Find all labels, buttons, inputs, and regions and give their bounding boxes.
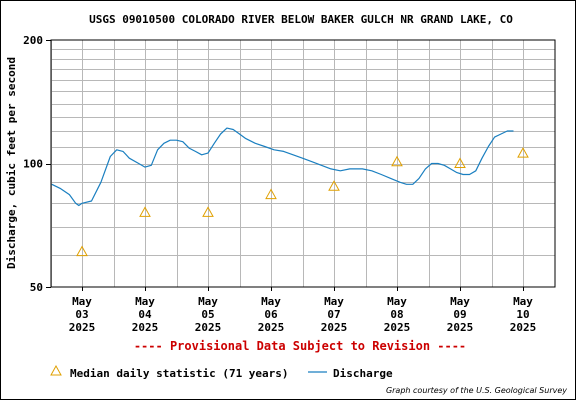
x-tick-day: 05 [201,308,214,321]
median-triangle-marker [139,206,151,217]
x-tick-month: May [198,295,218,308]
x-tick-month: May [387,295,407,308]
median-triangle-marker [76,245,88,257]
credit-text: Graph courtesy of the U.S. Geological Su… [386,386,567,395]
x-tick-year: 2025 [132,321,159,334]
x-tick-month: May [135,295,155,308]
x-tick-year: 2025 [321,321,348,334]
plot-border [50,39,556,288]
discharge-series [51,127,514,207]
x-tick-year: 2025 [69,321,96,334]
grid-lines [51,40,555,287]
y-tick-labels: 50 100 200 [23,34,51,294]
median-triangle-marker [517,147,529,158]
x-tick-month: May [324,295,344,308]
x-tick-month: May [513,295,533,308]
x-tick-labels: May032025May042025May052025May062025May0… [69,287,537,334]
median-markers [76,147,529,257]
x-tick-year: 2025 [447,321,474,334]
median-triangle-marker [328,180,340,191]
discharge-line [51,127,514,207]
y-tick-label: 100 [23,158,43,171]
x-tick-day: 03 [75,308,88,321]
x-tick-day: 07 [327,308,340,321]
x-tick-day: 06 [264,308,278,321]
x-tick-month: May [72,295,92,308]
x-tick-day: 10 [516,308,529,321]
x-tick-day: 04 [138,308,152,321]
x-tick-year: 2025 [510,321,537,334]
x-tick-day: 09 [453,308,466,321]
x-tick-year: 2025 [384,321,411,334]
provisional-note: ---- Provisional Data Subject to Revisio… [134,339,466,353]
chart-title: USGS 09010500 COLORADO RIVER BELOW BAKER… [89,13,513,26]
x-tick-month: May [450,295,470,308]
median-triangle-marker [265,188,277,200]
median-triangle-marker [454,157,466,168]
y-axis-label: Discharge, cubic feet per second [5,57,18,269]
y-tick-label: 200 [23,34,43,47]
legend-median-marker [50,364,62,376]
median-triangle-marker [391,155,403,167]
y-tick-label: 50 [30,281,43,294]
median-triangle-marker [202,206,214,217]
x-tick-month: May [261,295,281,308]
x-tick-year: 2025 [258,321,285,334]
x-tick-day: 08 [390,308,403,321]
x-tick-year: 2025 [195,321,222,334]
legend-median-label: Median daily statistic (71 years) [70,367,289,380]
legend-discharge-label: Discharge [333,367,393,380]
legend: Median daily statistic (71 years) Discha… [50,364,393,380]
